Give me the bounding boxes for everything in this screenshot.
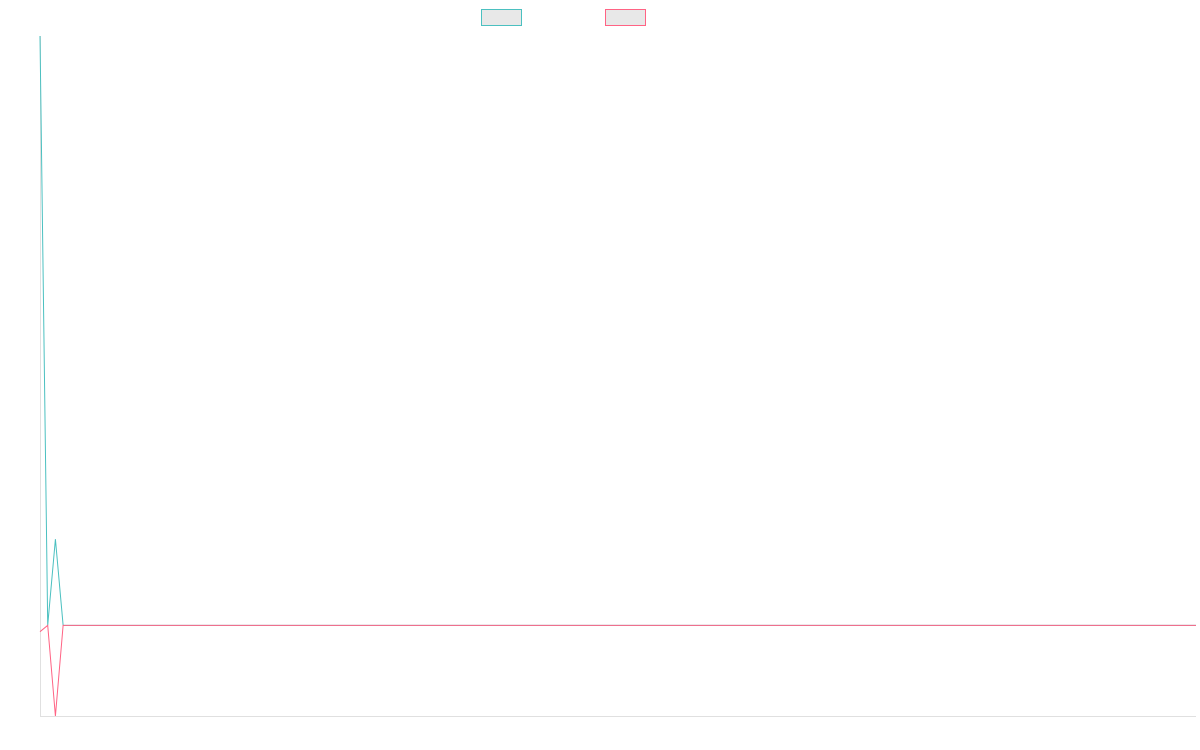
legend <box>481 9 646 26</box>
legend-swatch-2 <box>605 9 646 26</box>
legend-item-2[interactable] <box>605 9 646 26</box>
series-line-1 <box>39 35 1196 626</box>
series-lines <box>39 35 1196 717</box>
axes <box>40 36 1196 717</box>
series-line-2 <box>39 624 1196 717</box>
legend-item-1[interactable] <box>481 9 522 26</box>
legend-swatch-1 <box>481 9 522 26</box>
